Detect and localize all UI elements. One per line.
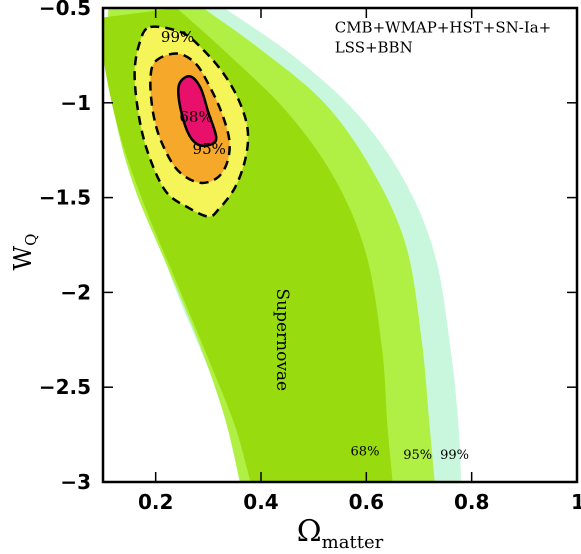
x-tick-label: 0.4 <box>243 490 278 514</box>
y-tick-label: −0.5 <box>39 0 91 20</box>
x-tick-label: 0.2 <box>138 490 173 514</box>
combined-constraint-region <box>133 25 250 218</box>
y-tick-label: −1 <box>60 91 91 115</box>
region-labels: CMB+WMAP+HST+SN-Ia+ LSS+BBN 99% 68% 95% 68% 95… <box>161 19 551 464</box>
supernovae-label: Supernovae <box>272 288 292 391</box>
y-axis-subscript: Q <box>22 234 40 246</box>
y-tick-label: −2 <box>60 280 91 304</box>
combined-dataset-label-line-2: LSS+BBN <box>335 39 413 57</box>
x-tick-label: 0.8 <box>454 490 489 514</box>
supernovae-level-label-95: 95% <box>403 448 432 463</box>
combined-contour-68 <box>176 74 218 148</box>
y-tick-label: −2.5 <box>39 375 91 399</box>
axis-ticks: 0.2 0.4 0.6 0.8 1 −0.5 −1 −1.5 −2 −2.5 −3 <box>39 0 581 514</box>
supernovae-level-label-68: 68% <box>351 444 380 459</box>
x-axis-symbol: Ω <box>297 514 322 549</box>
x-axis-subscript: matter <box>322 532 384 553</box>
x-tick-label: 1 <box>571 490 581 514</box>
combined-level-label-95: 95% <box>193 140 226 158</box>
combined-dataset-label-line-1: CMB+WMAP+HST+SN-Ia+ <box>335 19 552 37</box>
y-tick-label: −3 <box>60 470 91 494</box>
combined-level-label-99: 99% <box>161 28 194 46</box>
supernovae-level-label-99: 99% <box>440 448 469 463</box>
y-axis-title: WQ <box>9 234 40 271</box>
y-tick-label: −1.5 <box>39 186 91 210</box>
combined-level-label-68: 68% <box>179 108 212 126</box>
x-axis-title: Ωmatter <box>297 514 384 553</box>
x-tick-label: 0.6 <box>349 490 384 514</box>
y-axis-symbol: W <box>9 245 37 270</box>
plot-frame <box>101 6 579 484</box>
